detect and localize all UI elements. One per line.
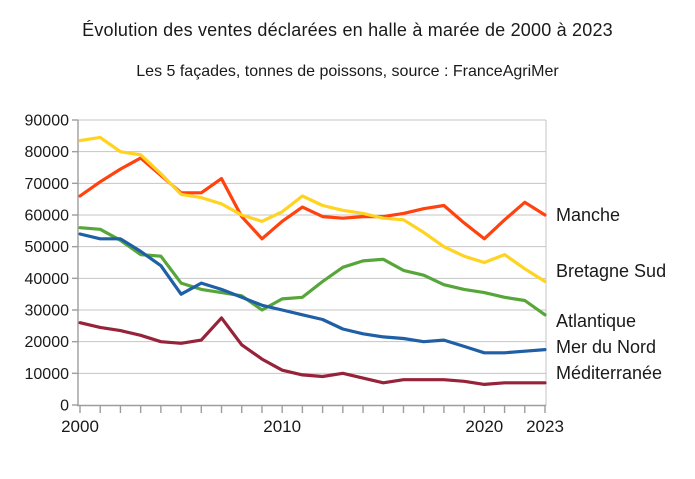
y-tick-label-90000: 90000 [25, 113, 70, 130]
series-label-manche: Manche [556, 205, 620, 225]
series-line-mediterranee [78, 316, 547, 386]
chart-subtitle: Les 5 façades, tonnes de poissons, sourc… [136, 63, 559, 80]
series-line-manche [78, 156, 547, 241]
x-tick-label-2000: 2000 [61, 417, 99, 436]
chart-title: Évolution des ventes déclarées en halle … [82, 20, 613, 40]
y-tick-label-70000: 70000 [25, 176, 70, 193]
y-tick-label-30000: 30000 [25, 303, 70, 320]
y-tick-label-0: 0 [60, 398, 69, 415]
series-label-mediterranee: Méditerranée [556, 363, 662, 383]
x-tick-label-2023: 2023 [526, 417, 564, 436]
x-tick-label-2010: 2010 [263, 417, 301, 436]
series-line-atlantique [78, 226, 547, 317]
series-line-mer-du-nord [78, 232, 547, 355]
y-tick-label-80000: 80000 [25, 144, 70, 161]
series-label-mer-du-nord: Mer du Nord [556, 337, 656, 357]
series-label-atlantique: Atlantique [556, 311, 636, 331]
series-line-bretagne-sud [78, 135, 547, 284]
y-tick-label-40000: 40000 [25, 271, 70, 288]
y-tick-label-50000: 50000 [25, 239, 70, 256]
y-tick-label-60000: 60000 [25, 208, 70, 225]
series-label-bretagne-sud: Bretagne Sud [556, 261, 666, 281]
y-tick-label-20000: 20000 [25, 334, 70, 351]
x-tick-label-2020: 2020 [465, 417, 503, 436]
y-tick-label-10000: 10000 [25, 366, 70, 383]
